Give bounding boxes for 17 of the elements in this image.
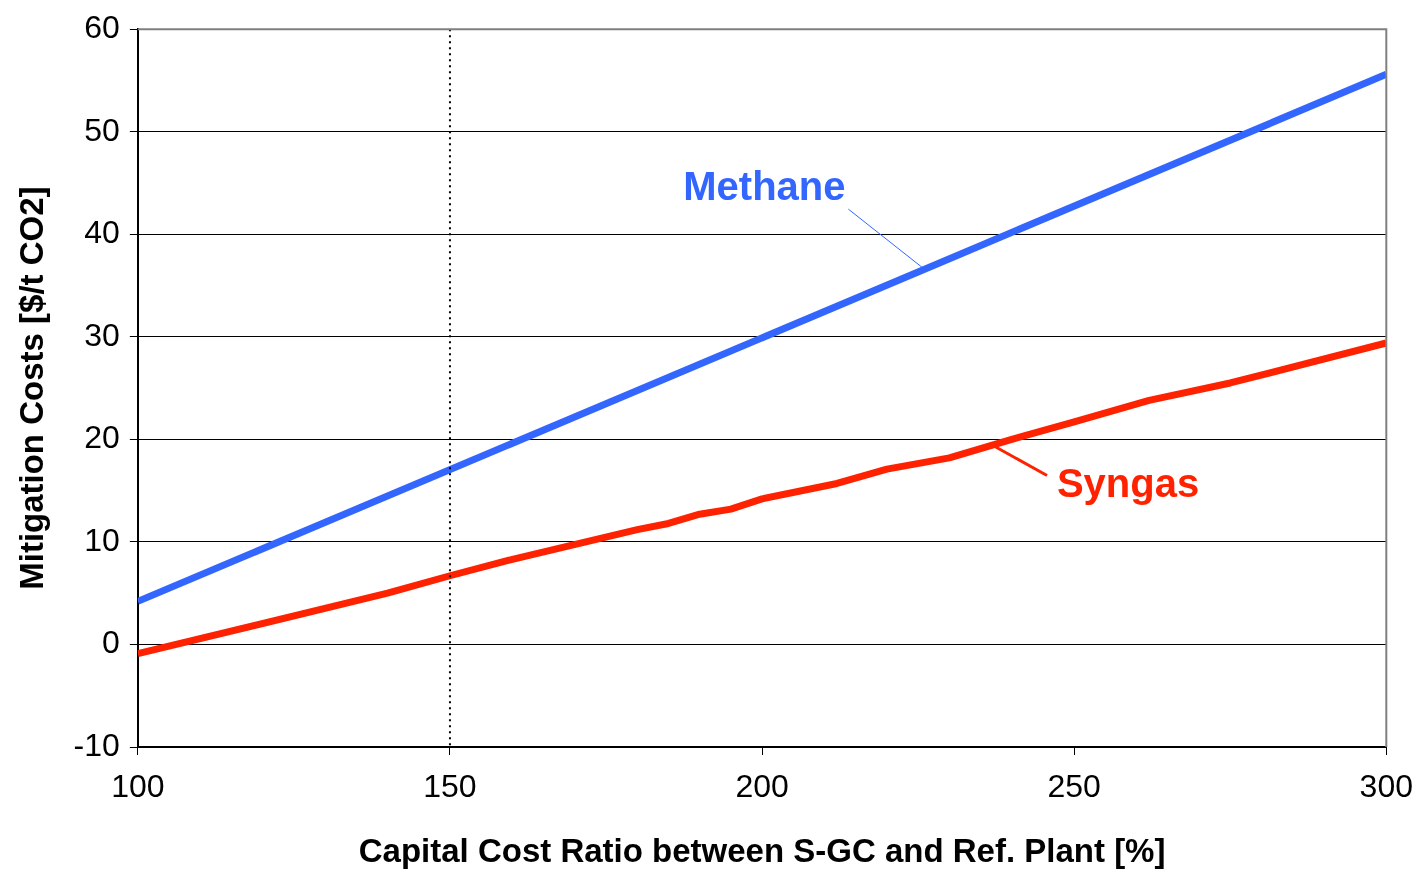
x-axis-title: Capital Cost Ratio between S-GC and Ref. Plant [%] (358, 832, 1166, 870)
x-tick-label: 200 (735, 768, 789, 805)
y-tick-label: 60 (84, 9, 120, 46)
annotation: Methane (683, 164, 846, 209)
x-tick-label: 300 (1359, 768, 1413, 805)
x-tick-label: 250 (1047, 768, 1101, 805)
y-tick-label: 40 (84, 214, 120, 251)
y-axis-title: Mitigation Costs [$/t CO2] (12, 186, 50, 590)
y-tick-label: -10 (73, 726, 120, 763)
x-tick-label: 100 (111, 768, 165, 805)
y-tick-label: 10 (84, 521, 120, 558)
x-tick-label: 150 (423, 768, 477, 805)
annotation: Syngas (1056, 460, 1200, 505)
y-tick-label: 20 (84, 419, 120, 456)
y-tick-label: 30 (84, 316, 120, 353)
y-tick-label: 0 (102, 624, 120, 661)
y-tick-label: 50 (84, 111, 120, 148)
